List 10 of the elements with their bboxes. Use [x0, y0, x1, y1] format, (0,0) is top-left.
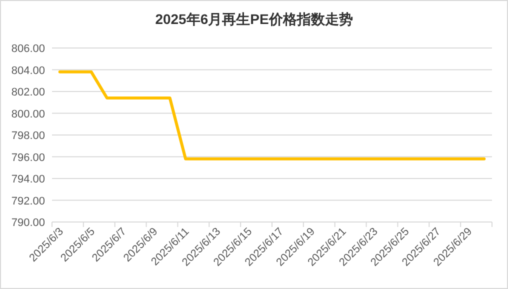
y-tick-label: 798.00 [11, 130, 45, 142]
y-tick-label: 794.00 [11, 174, 45, 186]
y-tick-label: 800.00 [11, 108, 45, 120]
y-tick-label: 790.00 [11, 217, 45, 229]
chart-title: 2025年6月再生PE价格指数走势 [155, 11, 353, 27]
y-tick-label: 796.00 [11, 152, 45, 164]
y-tick-label: 806.00 [11, 43, 45, 55]
y-tick-label: 802.00 [11, 86, 45, 98]
y-tick-label: 792.00 [11, 195, 45, 208]
y-tick-label: 804.00 [11, 64, 45, 77]
